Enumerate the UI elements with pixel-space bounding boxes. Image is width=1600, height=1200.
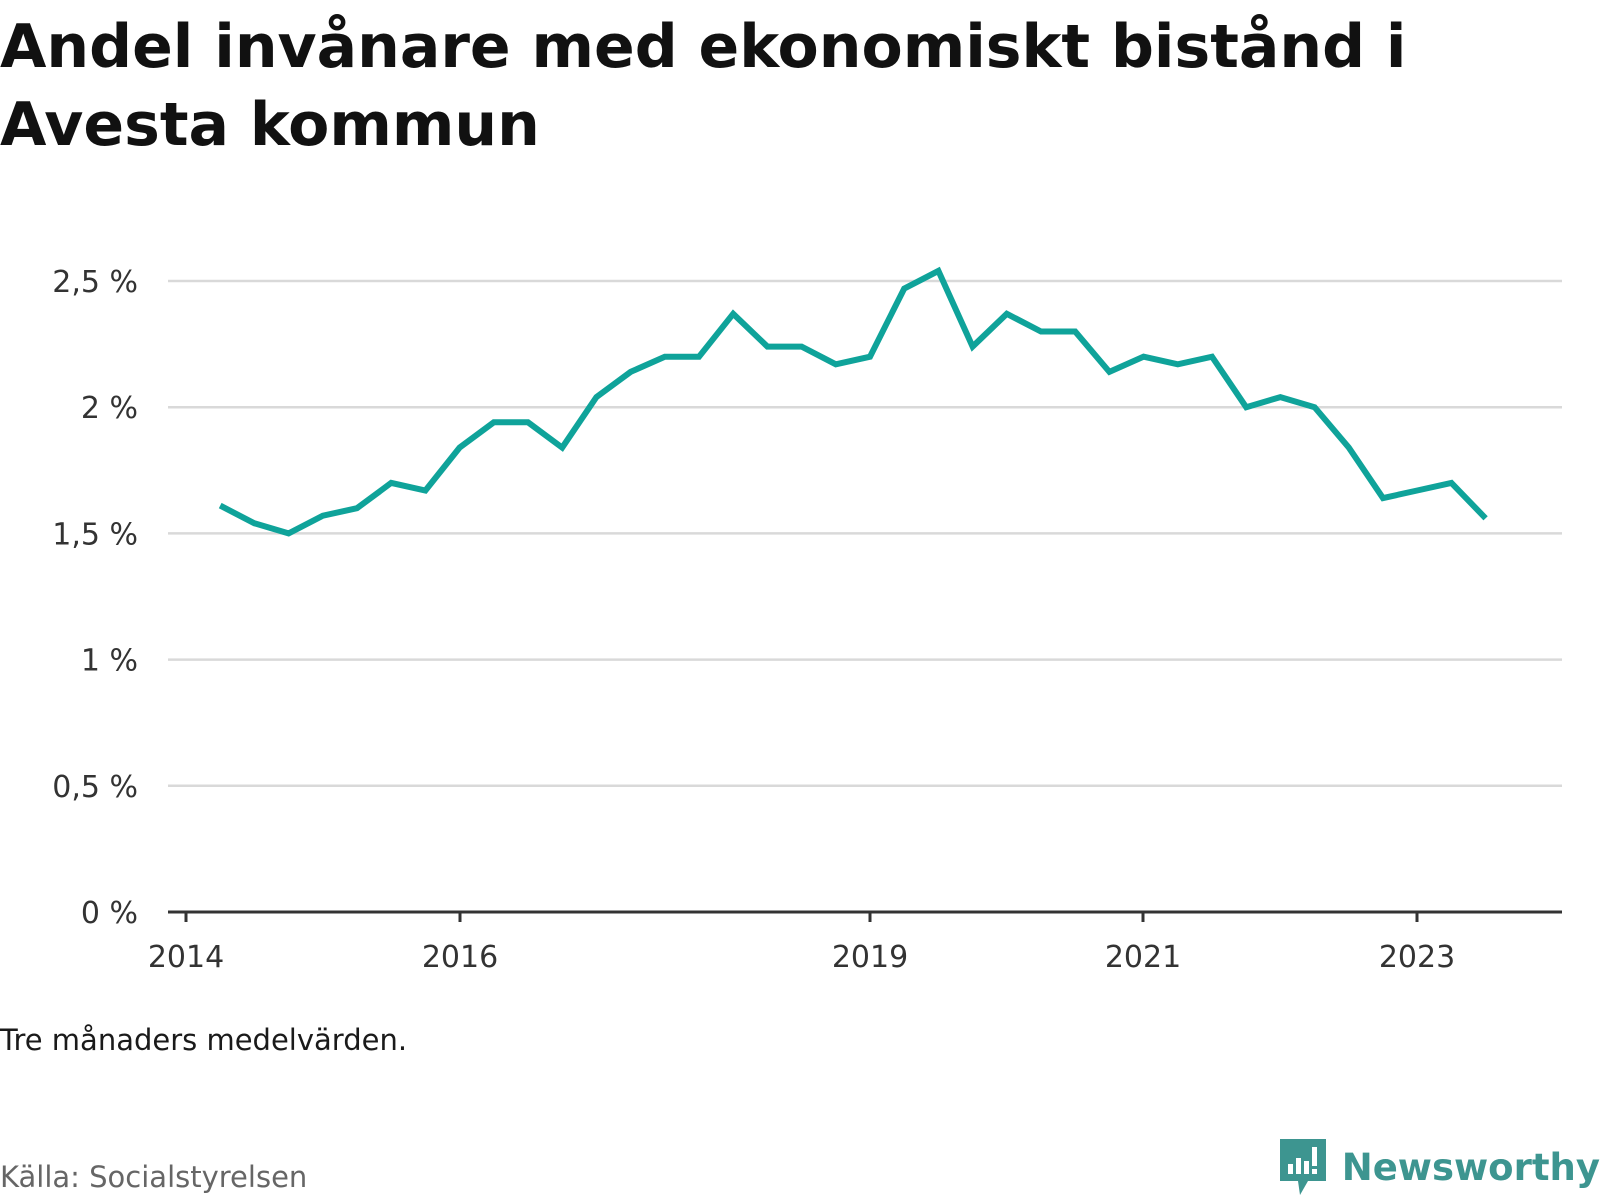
y-tick-label: 1,5 % bbox=[52, 517, 138, 552]
x-tick-label: 2023 bbox=[1379, 940, 1455, 975]
x-tick-label: 2016 bbox=[422, 940, 498, 975]
y-tick-label: 1 % bbox=[81, 644, 138, 679]
brand-name: Newsworthy bbox=[1341, 1145, 1600, 1189]
gridlines bbox=[168, 279, 1562, 788]
line-chart: 0 % 0,5 % 1 % 1,5 % 2 % 2,5 % 2014 2016 2019 202… bbox=[52, 265, 1562, 975]
series-layer bbox=[218, 266, 1488, 537]
y-tick-label: 2,5 % bbox=[52, 265, 138, 300]
source-label: Källa: Socialstyrelsen bbox=[0, 1160, 308, 1194]
chart-title: Andel invånare med ekonomiskt bistånd i … bbox=[0, 12, 1407, 160]
newsworthy-logo-icon bbox=[1279, 1139, 1326, 1195]
x-axis: 2014 2016 2019 2021 2023 bbox=[148, 910, 1562, 975]
brand-logo: Newsworthy bbox=[1278, 1137, 1600, 1197]
y-tick-label: 2 % bbox=[81, 391, 138, 426]
y-axis-ticks: 0 % 0,5 % 1 % 1,5 % 2 % 2,5 % bbox=[52, 265, 138, 931]
series-line bbox=[218, 266, 1488, 537]
x-tick-label: 2019 bbox=[832, 940, 908, 975]
y-tick-label: 0 % bbox=[81, 896, 138, 931]
x-tick-label: 2014 bbox=[148, 940, 224, 975]
y-tick-label: 0,5 % bbox=[52, 770, 138, 805]
x-tick-label: 2021 bbox=[1105, 940, 1181, 975]
chart-note: Tre månaders medelvärden. bbox=[0, 1023, 408, 1057]
